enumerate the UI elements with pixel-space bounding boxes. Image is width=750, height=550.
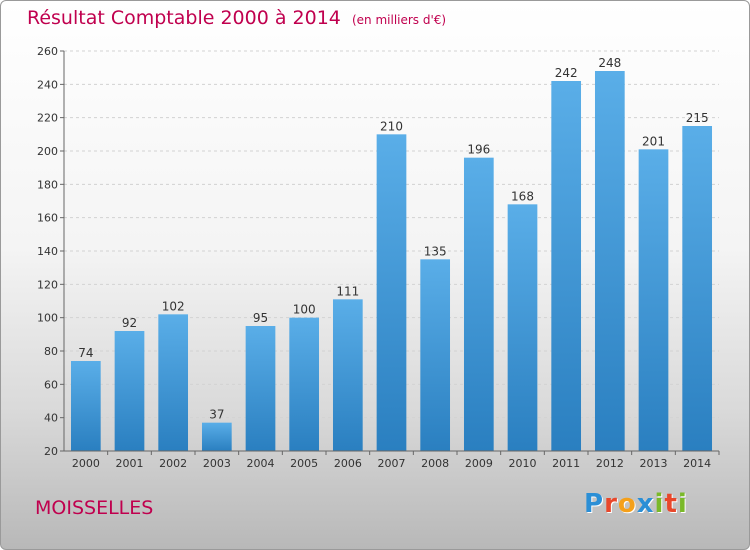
bar-value-label: 242: [555, 66, 578, 80]
bar-2014: [682, 126, 713, 451]
y-tick-label: 60: [44, 378, 58, 391]
logo-letter: r: [604, 489, 618, 519]
x-tick-label: 2004: [247, 457, 275, 470]
bar-2010: [507, 204, 538, 451]
bar-2003: [201, 422, 232, 451]
bar-value-label: 102: [162, 299, 185, 313]
chart-unit-note: (en milliers d'€): [351, 13, 447, 27]
y-tick-label: 100: [37, 312, 58, 325]
chart-title-main: Résultat Comptable 2000 à 2014: [27, 7, 341, 29]
logo-letter: P: [584, 489, 605, 519]
chart-title: Résultat Comptable 2000 à 2014 (en milli…: [27, 7, 446, 29]
y-tick-label: 200: [37, 145, 58, 158]
bar-2009: [463, 157, 494, 451]
bars: 74 92 102 37 95 100 111 210 135 196 168 242 248 201 21…: [70, 56, 713, 452]
x-tick-label: 2005: [290, 457, 318, 470]
bar-value-label: 210: [380, 119, 403, 133]
x-tick-label: 2001: [116, 457, 144, 470]
bar-2011: [551, 81, 582, 451]
bar-2004: [245, 326, 276, 451]
x-tick-label: 2011: [552, 457, 580, 470]
x-tick-label: 2012: [596, 457, 624, 470]
axes: 20 40 60 80 100 120 140 160 180 200 220 240 260 2000 2…: [37, 45, 720, 470]
bar-2013: [638, 149, 669, 452]
y-tick-label: 120: [37, 278, 58, 291]
x-tick-label: 2006: [334, 457, 362, 470]
bar-value-label: 201: [642, 134, 665, 148]
y-tick-label: 180: [37, 178, 58, 191]
bar-value-label: 248: [598, 56, 621, 70]
bar-2005: [289, 317, 320, 451]
bar-2007: [376, 134, 407, 452]
y-tick-label: 40: [44, 412, 58, 425]
bar-2012: [594, 71, 625, 451]
y-tick-label: 260: [37, 45, 58, 58]
y-tick-label: 80: [44, 345, 58, 358]
bar-value-label: 215: [686, 111, 709, 125]
logo-letter: x: [636, 489, 655, 519]
y-tick-label: 220: [37, 112, 58, 125]
logo-letter: t: [664, 489, 678, 519]
x-tick-label: 2014: [683, 457, 711, 470]
y-tick-label: 140: [37, 245, 58, 258]
x-tick-label: 2007: [378, 457, 406, 470]
proxiti-logo: Proxiti: [584, 489, 688, 519]
logo-letter: i: [677, 489, 688, 519]
bar-value-label: 135: [424, 244, 447, 258]
x-tick-label: 2013: [640, 457, 668, 470]
logo-letter: o: [617, 489, 637, 519]
bar-value-label: 111: [336, 284, 359, 298]
bar-2000: [70, 361, 101, 451]
bar-2002: [158, 314, 189, 451]
bar-value-label: 168: [511, 189, 534, 203]
y-tick-label: 20: [44, 445, 58, 458]
x-tick-label: 2008: [421, 457, 449, 470]
y-tick-label: 160: [37, 212, 58, 225]
bar-value-label: 37: [209, 408, 224, 422]
bar-2006: [332, 299, 363, 451]
logo-letter: i: [654, 489, 665, 519]
x-tick-label: 2009: [465, 457, 493, 470]
bar-value-label: 196: [467, 143, 490, 157]
bar-value-label: 100: [293, 303, 316, 317]
bar-value-label: 74: [78, 346, 93, 360]
x-tick-label: 2002: [159, 457, 187, 470]
x-tick-label: 2010: [509, 457, 537, 470]
bar-2008: [420, 259, 451, 451]
bar-value-label: 95: [253, 311, 268, 325]
x-tick-label: 2000: [72, 457, 100, 470]
x-tick-label: 2003: [203, 457, 231, 470]
y-tick-label: 240: [37, 78, 58, 91]
bar-value-label: 92: [122, 316, 137, 330]
bar-2001: [114, 331, 145, 451]
commune-name: MOISSELLES: [35, 497, 154, 519]
